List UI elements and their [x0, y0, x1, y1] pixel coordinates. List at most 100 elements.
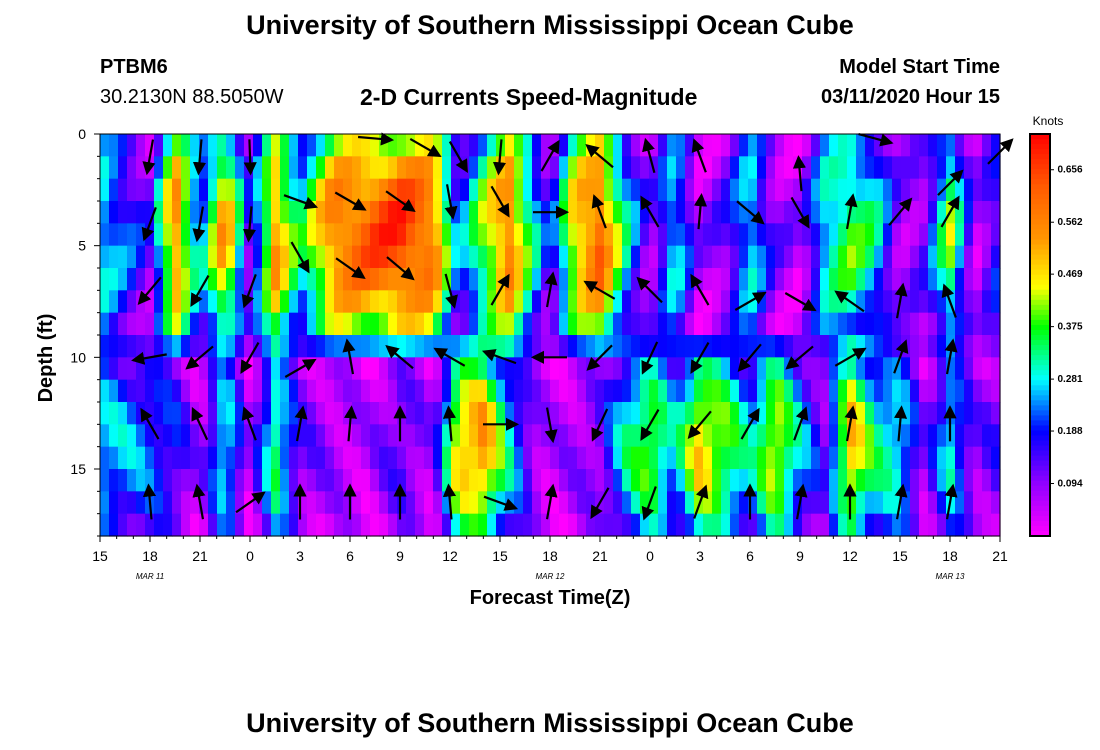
current-vector — [641, 486, 657, 521]
heat-cell — [694, 513, 704, 537]
heat-cell — [226, 513, 236, 537]
heat-cell — [820, 312, 830, 336]
heat-cell — [739, 290, 749, 314]
heat-cell — [217, 223, 227, 247]
heat-cell — [874, 290, 884, 314]
current-vector — [540, 139, 560, 172]
heat-cell — [874, 446, 884, 470]
heat-cell — [739, 156, 749, 180]
heat-cell — [658, 290, 668, 314]
colorbar-segment — [1030, 515, 1050, 522]
heat-cell — [604, 245, 614, 269]
heat-cell — [478, 446, 488, 470]
heat-cell — [667, 469, 677, 492]
heat-cell — [550, 446, 560, 470]
heat-cell — [928, 201, 938, 224]
heat-cell — [172, 513, 182, 537]
heat-cell — [352, 134, 362, 157]
heat-cell — [352, 312, 362, 336]
heat-cell — [766, 201, 776, 224]
heat-cell — [649, 491, 659, 515]
heat-cell — [829, 513, 839, 537]
heat-cell — [901, 335, 911, 358]
heat-cell — [775, 491, 785, 515]
heat-cell — [316, 223, 326, 247]
heat-cell — [469, 424, 479, 448]
heat-cell — [397, 178, 407, 202]
heat-cell — [874, 491, 884, 515]
heat-cell — [667, 335, 677, 358]
heat-cell — [424, 335, 434, 358]
heat-cell — [469, 491, 479, 515]
heat-cell — [208, 469, 218, 492]
heat-cell — [955, 469, 965, 492]
heat-cell — [280, 268, 290, 291]
current-vector — [481, 349, 517, 365]
heat-cell — [172, 357, 182, 381]
heat-cell — [379, 245, 389, 269]
heat-cell — [118, 201, 128, 224]
heat-cell — [928, 446, 938, 470]
heat-cell — [838, 223, 848, 247]
date-label: MAR 11 — [136, 572, 164, 581]
heat-cell — [883, 357, 893, 381]
heat-cell — [136, 223, 146, 247]
heat-cell — [280, 446, 290, 470]
heat-cell — [748, 178, 758, 202]
current-vector — [448, 141, 468, 173]
heat-cell — [622, 491, 632, 515]
heat-cell — [703, 379, 713, 403]
heat-cell — [649, 469, 659, 492]
heat-cell — [532, 312, 542, 336]
heat-cell — [991, 290, 1001, 314]
heat-cell — [892, 156, 902, 180]
heat-cell — [334, 491, 344, 515]
heat-cell — [973, 245, 983, 269]
heat-cell — [100, 312, 110, 336]
heat-cell — [226, 201, 236, 224]
heat-cell — [721, 357, 731, 381]
heat-cell — [865, 424, 875, 448]
heat-cell — [802, 312, 812, 336]
heat-cell — [586, 513, 596, 537]
heat-cell — [883, 312, 893, 336]
heat-cell — [847, 268, 857, 291]
heat-cell — [973, 223, 983, 247]
heat-cell — [469, 268, 479, 291]
heat-cell — [109, 223, 119, 247]
heat-cell — [910, 312, 920, 336]
heat-cell — [649, 245, 659, 269]
current-vector — [736, 200, 765, 225]
heat-cell — [262, 268, 272, 291]
heat-cell — [316, 446, 326, 470]
heat-cell — [874, 469, 884, 492]
heat-cell — [901, 312, 911, 336]
heat-cell — [127, 491, 137, 515]
heat-cell — [676, 469, 686, 492]
heat-cell — [415, 357, 425, 381]
heat-cell — [730, 245, 740, 269]
heat-cell — [892, 134, 902, 157]
heat-cell — [451, 134, 461, 157]
heat-cell — [172, 178, 182, 202]
heat-cell — [604, 268, 614, 291]
heat-cell — [559, 290, 569, 314]
heat-cell — [829, 424, 839, 448]
heat-cell — [415, 178, 425, 202]
heat-cell — [757, 446, 767, 470]
heat-cell — [217, 513, 227, 537]
heat-cell — [190, 424, 200, 448]
heat-cell — [703, 335, 713, 358]
colorbar-segment — [1030, 450, 1050, 457]
heat-cell — [586, 312, 596, 336]
heat-cell — [469, 134, 479, 157]
heat-cell — [856, 201, 866, 224]
heat-cell — [217, 201, 227, 224]
heat-cell — [856, 469, 866, 492]
heat-cell — [721, 290, 731, 314]
heat-cell — [271, 223, 281, 247]
heat-cell — [487, 513, 497, 537]
heat-cell — [577, 446, 587, 470]
heat-cell — [334, 156, 344, 180]
heat-cell — [478, 402, 488, 425]
